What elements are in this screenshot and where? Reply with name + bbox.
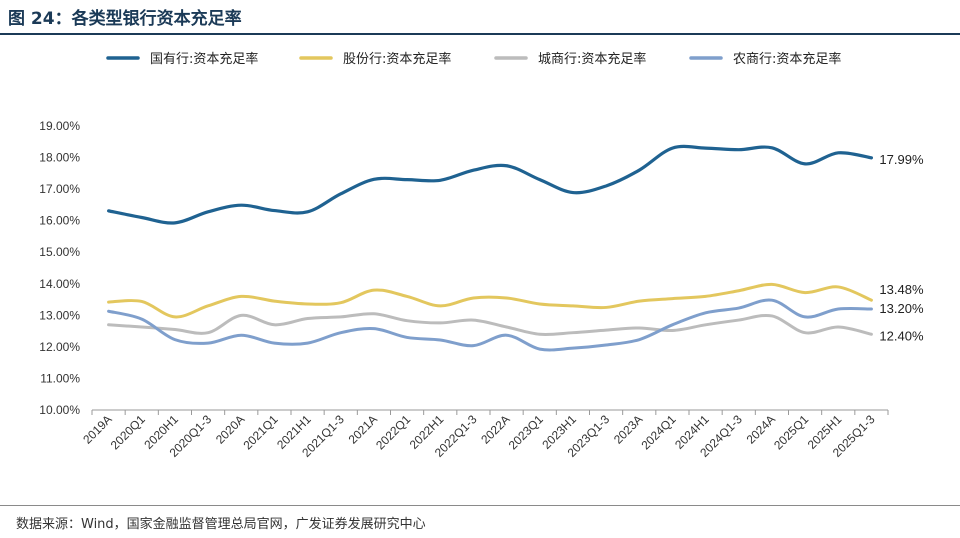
end-value-label: 17.99%	[879, 152, 924, 167]
legend-label: 国有行:资本充足率	[150, 51, 258, 67]
chart-title: 图 24：各类型银行资本充足率	[8, 9, 242, 29]
y-tick-label: 13.00%	[39, 308, 80, 322]
x-tick-label: 2022Q1	[373, 412, 413, 452]
x-tick-label: 2025Q1	[771, 412, 811, 452]
y-tick-label: 16.00%	[39, 214, 80, 228]
source-note: 数据来源：Wind，国家金融监督管理总局官网，广发证券发展研究中心	[16, 517, 426, 532]
end-value-label: 12.40%	[879, 328, 924, 343]
x-tick-label: 2024Q1	[638, 412, 678, 452]
title-divider	[0, 33, 960, 35]
end-labels: 17.99% 13.48% 12.40% 13.20%	[879, 152, 924, 343]
y-tick-label: 19.00%	[39, 119, 80, 133]
series-line-4	[107, 298, 873, 352]
y-tick-label: 10.00%	[39, 403, 80, 417]
source-divider	[0, 505, 960, 506]
y-tick-label: 12.00%	[39, 340, 80, 354]
legend-label: 农商行:资本充足率	[733, 51, 841, 67]
y-tick-label: 14.00%	[39, 277, 80, 291]
y-tick-label: 17.00%	[39, 182, 80, 196]
line-chart: 国有行:资本充足率 股份行:资本充足率 城商行:资本充足率 农商行:资本充足率 10.…	[39, 51, 924, 460]
legend-label: 股份行:资本充足率	[343, 51, 451, 67]
series-line-1	[106, 144, 874, 225]
x-tick-label: 2020Q1	[108, 412, 148, 452]
chart-legend: 国有行:资本充足率 股份行:资本充足率 城商行:资本充足率 农商行:资本充足率	[106, 51, 841, 67]
y-tick-label: 15.00%	[39, 245, 80, 259]
end-value-label: 13.20%	[879, 301, 924, 316]
y-axis: 10.00% 11.00% 12.00% 13.00% 14.00% 15.00% 16.0…	[39, 119, 80, 417]
end-value-label: 13.48%	[879, 282, 924, 297]
series-group	[106, 144, 874, 352]
series-line-2	[107, 282, 873, 319]
series-line-3	[107, 312, 873, 337]
y-tick-label: 11.00%	[40, 371, 80, 385]
y-tick-label: 18.00%	[39, 151, 80, 165]
x-tick-label: 2023Q1	[506, 412, 546, 452]
x-axis: 2019A2020Q12020H12020Q1-32020A2021Q12021…	[80, 409, 889, 460]
x-tick-label: 2021Q1	[240, 412, 280, 452]
legend-label: 城商行:资本充足率	[538, 51, 646, 67]
